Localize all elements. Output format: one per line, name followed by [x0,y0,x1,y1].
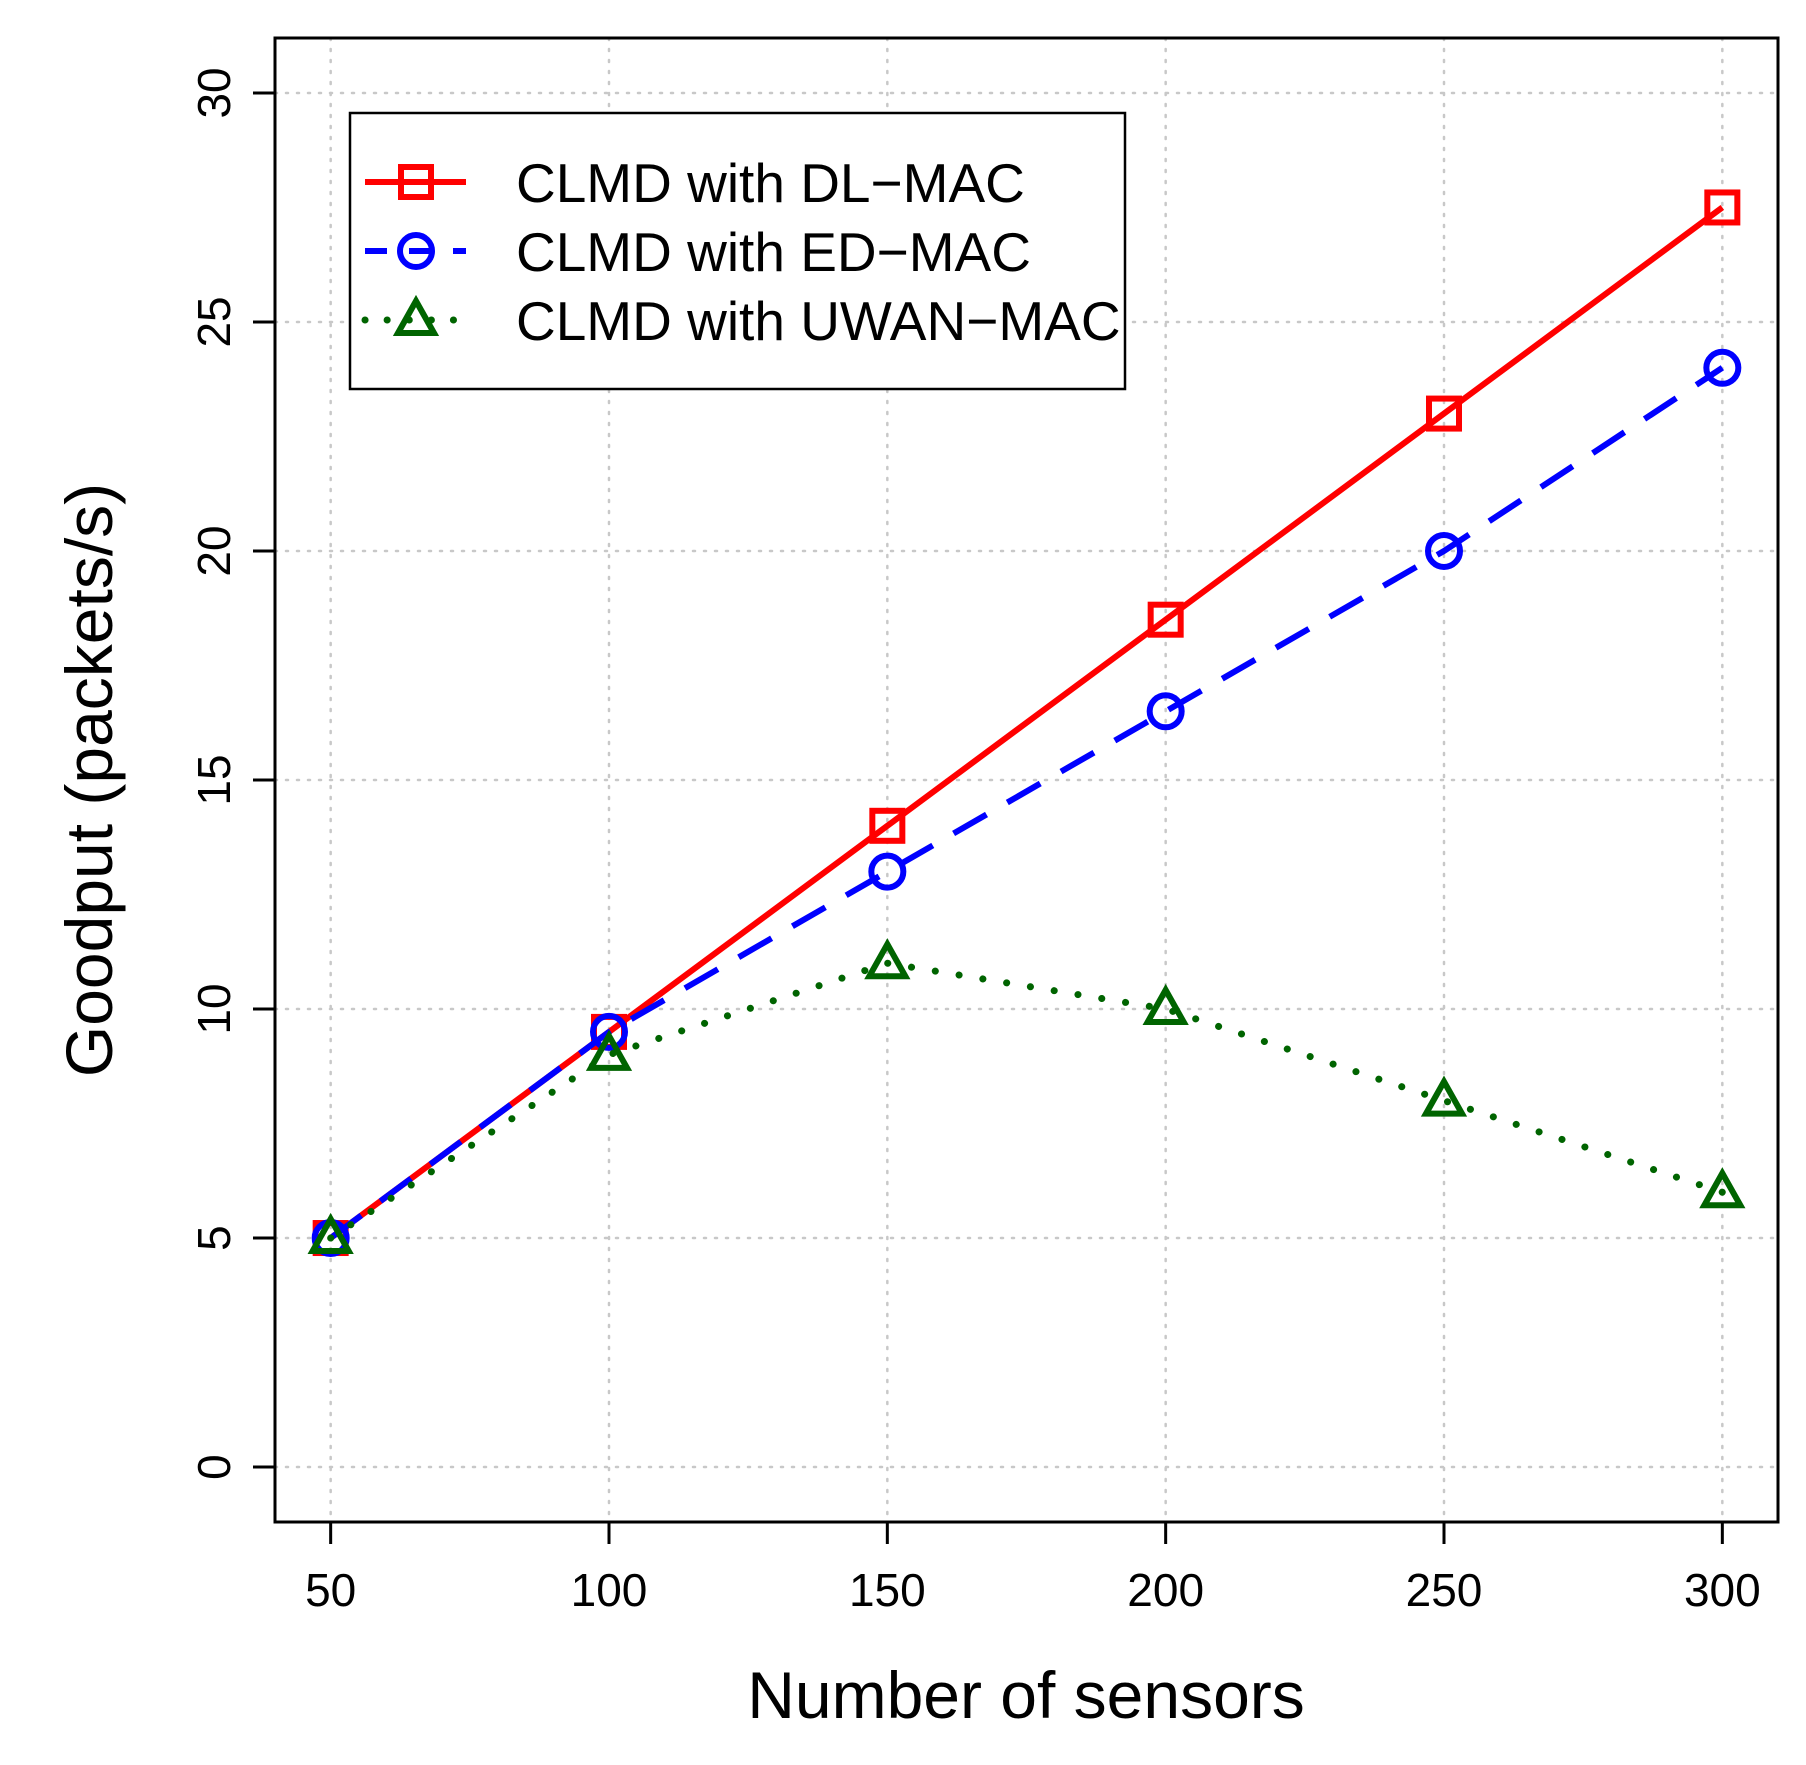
y-tick-label: 25 [188,296,240,347]
legend-marker-1 [397,232,435,270]
y-tick-label: 20 [188,525,240,576]
y-tick-label: 30 [188,67,240,118]
series-1 [311,348,1742,1258]
x-tick-label: 300 [1684,1564,1761,1616]
x-axis-title: Number of sensors [747,1658,1305,1732]
data-point [1704,189,1741,226]
series-group [307,189,1746,1258]
legend-marker-2 [392,294,440,336]
y-axis-title: Goodput (packets/s) [52,483,126,1077]
data-point [1147,601,1184,638]
legend-marker-0 [398,164,434,200]
legend-label-1: CLMD with ED−MAC [516,221,1031,283]
data-point [864,938,911,980]
x-tick-label: 200 [1127,1564,1204,1616]
x-tick-label: 150 [849,1564,926,1616]
data-point [585,1029,633,1071]
legend-label-2: CLMD with UWAN−MAC [516,290,1121,352]
data-point [1420,1075,1468,1117]
series-line [328,205,1725,1241]
data-point [1142,983,1189,1026]
x-tick-label: 100 [571,1564,648,1616]
data-point [868,852,907,891]
data-point [1699,1167,1746,1209]
x-axis: 50 100 150 200 250 300 [305,1520,1761,1616]
legend-box [348,111,1127,391]
legend: CLMD with DL−MAC CLMD with ED−MAC CLMD wit… [348,111,1127,391]
data-point [869,807,906,844]
data-point [307,1212,354,1255]
data-point [590,1012,628,1051]
series-2 [307,938,1746,1255]
y-tick-label: 10 [188,983,240,1034]
x-tick-label: 50 [305,1564,356,1616]
data-point [1146,692,1185,731]
data-point [1426,395,1462,432]
data-point [1425,531,1463,570]
legend-label-0: CLMD with DL−MAC [516,152,1025,214]
y-axis: 0 5 10 15 20 25 30 [188,67,277,1480]
series-line [327,959,1726,1242]
data-point [1703,348,1742,387]
y-tick-label: 5 [188,1225,240,1251]
x-tick-label: 250 [1406,1564,1483,1616]
y-tick-label: 0 [188,1454,240,1480]
series-line [328,365,1724,1241]
y-tick-label: 15 [188,754,240,805]
